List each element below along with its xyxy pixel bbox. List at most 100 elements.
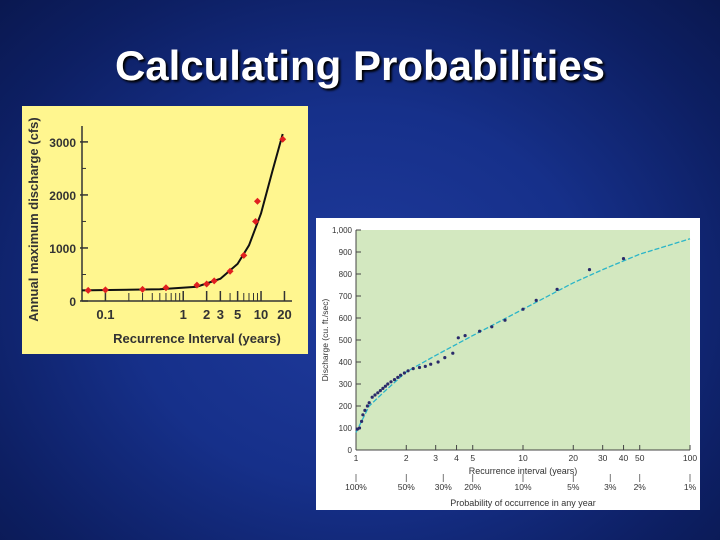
prob-label: 10% [514,482,531,492]
x-axis-label: Recurrence interval (years) [469,466,578,476]
x-tick-label: 20 [277,307,291,322]
x-tick-label: 5 [234,307,241,322]
fit-curve [81,133,284,292]
x-tick-label: 4 [454,453,459,463]
prob-label: 50% [398,482,415,492]
x-tick-label: 30 [598,453,608,463]
prob-label: 2% [634,482,647,492]
discharge-curve-chart: 0 1000 2000 3000 0.1 1 2 3 5 10 20 Recurrence Inter… [22,106,308,354]
data-point [84,286,92,294]
prob-label: 100% [345,482,367,492]
data-point [429,362,433,366]
data-point [534,298,538,302]
data-point [451,351,455,355]
y-tick-label: 0 [348,446,353,455]
data-point [226,267,234,275]
data-point [376,391,380,395]
data-point [490,325,494,329]
data-point [478,329,482,333]
data-point [139,285,147,293]
x-tick-label: 0.1 [96,307,114,322]
y-tick-label: 2000 [49,189,76,203]
data-point [389,380,393,384]
x-tick-label: 20 [569,453,579,463]
y-tick-label: 700 [339,292,353,301]
y-tick-label: 100 [339,424,353,433]
data-point [621,257,626,261]
data-point [210,277,218,285]
data-point [360,419,364,423]
data-point [367,401,371,405]
data-point [373,393,377,397]
y-tick-label: 1000 [49,242,76,256]
x-tick-label: 100 [683,453,697,463]
prob-label: 20% [464,482,481,492]
x-tick-label: 10 [518,453,528,463]
data-point [381,386,385,390]
y-tick-label: 1,000 [332,226,353,235]
data-point [253,197,261,205]
x-tick-label: 40 [619,453,629,463]
x-axis-label: Recurrence Interval (years) [113,331,281,346]
x-tick-label: 2 [404,453,409,463]
data-point [443,356,447,360]
y-tick-label: 0 [69,295,76,309]
prob-label: 30% [435,482,452,492]
y-tick-label: 800 [339,270,353,279]
data-point [279,135,287,143]
x-tick-label: 1 [180,307,187,322]
trend-line [355,238,691,433]
data-point [406,369,410,373]
y-tick-label: 600 [339,314,353,323]
y-tick-label: 900 [339,248,353,257]
x-tick-label: 5 [470,453,475,463]
x-tick-label: 50 [635,453,645,463]
data-point [402,371,406,375]
chart-background [22,106,308,354]
y-tick-label: 400 [339,358,353,367]
data-point [162,284,170,292]
data-point [203,280,211,288]
prob-label: 3% [604,482,617,492]
recurrence-interval-chart: 0 100 200 300 400 500 600 700 800 900 1,000 1 2 3 4 5 10… [316,218,700,510]
data-point [361,413,365,417]
prob-label: 5% [567,482,580,492]
data-point [101,286,109,294]
data-point [378,389,382,393]
data-point [411,367,415,371]
data-point [383,384,387,388]
slide-title: Calculating Probabilities [114,42,606,89]
data-point [423,364,427,368]
data-point [386,382,390,386]
data-point [587,268,592,272]
data-point [252,217,260,225]
x-tick-label: 2 [203,307,210,322]
data-point [521,307,525,311]
prob-label: 1% [684,482,697,492]
data-point [396,375,400,379]
x-tick-label: 1 [354,453,359,463]
data-point [365,404,369,408]
y-tick-label: 500 [339,336,353,345]
data-point [436,360,440,364]
y-tick-label: 300 [339,380,353,389]
data-point [463,334,467,338]
data-point [193,281,201,289]
data-point [370,395,374,399]
y-tick-label: 200 [339,402,353,411]
x-tick-label: 3 [433,453,438,463]
data-point [363,408,367,412]
data-point [392,378,397,382]
x-tick-label: 3 [217,307,224,322]
data-point [357,426,362,430]
data-point [456,336,460,340]
y-axis-label: Annual maximum discharge (cfs) [26,117,41,321]
plot-area [356,230,690,450]
y-tick-label: 3000 [49,136,76,150]
data-point [399,373,403,377]
data-point [555,287,559,291]
data-point [417,365,422,370]
data-point [503,318,507,322]
data-point [240,251,248,259]
x-tick-label: 10 [254,307,268,322]
